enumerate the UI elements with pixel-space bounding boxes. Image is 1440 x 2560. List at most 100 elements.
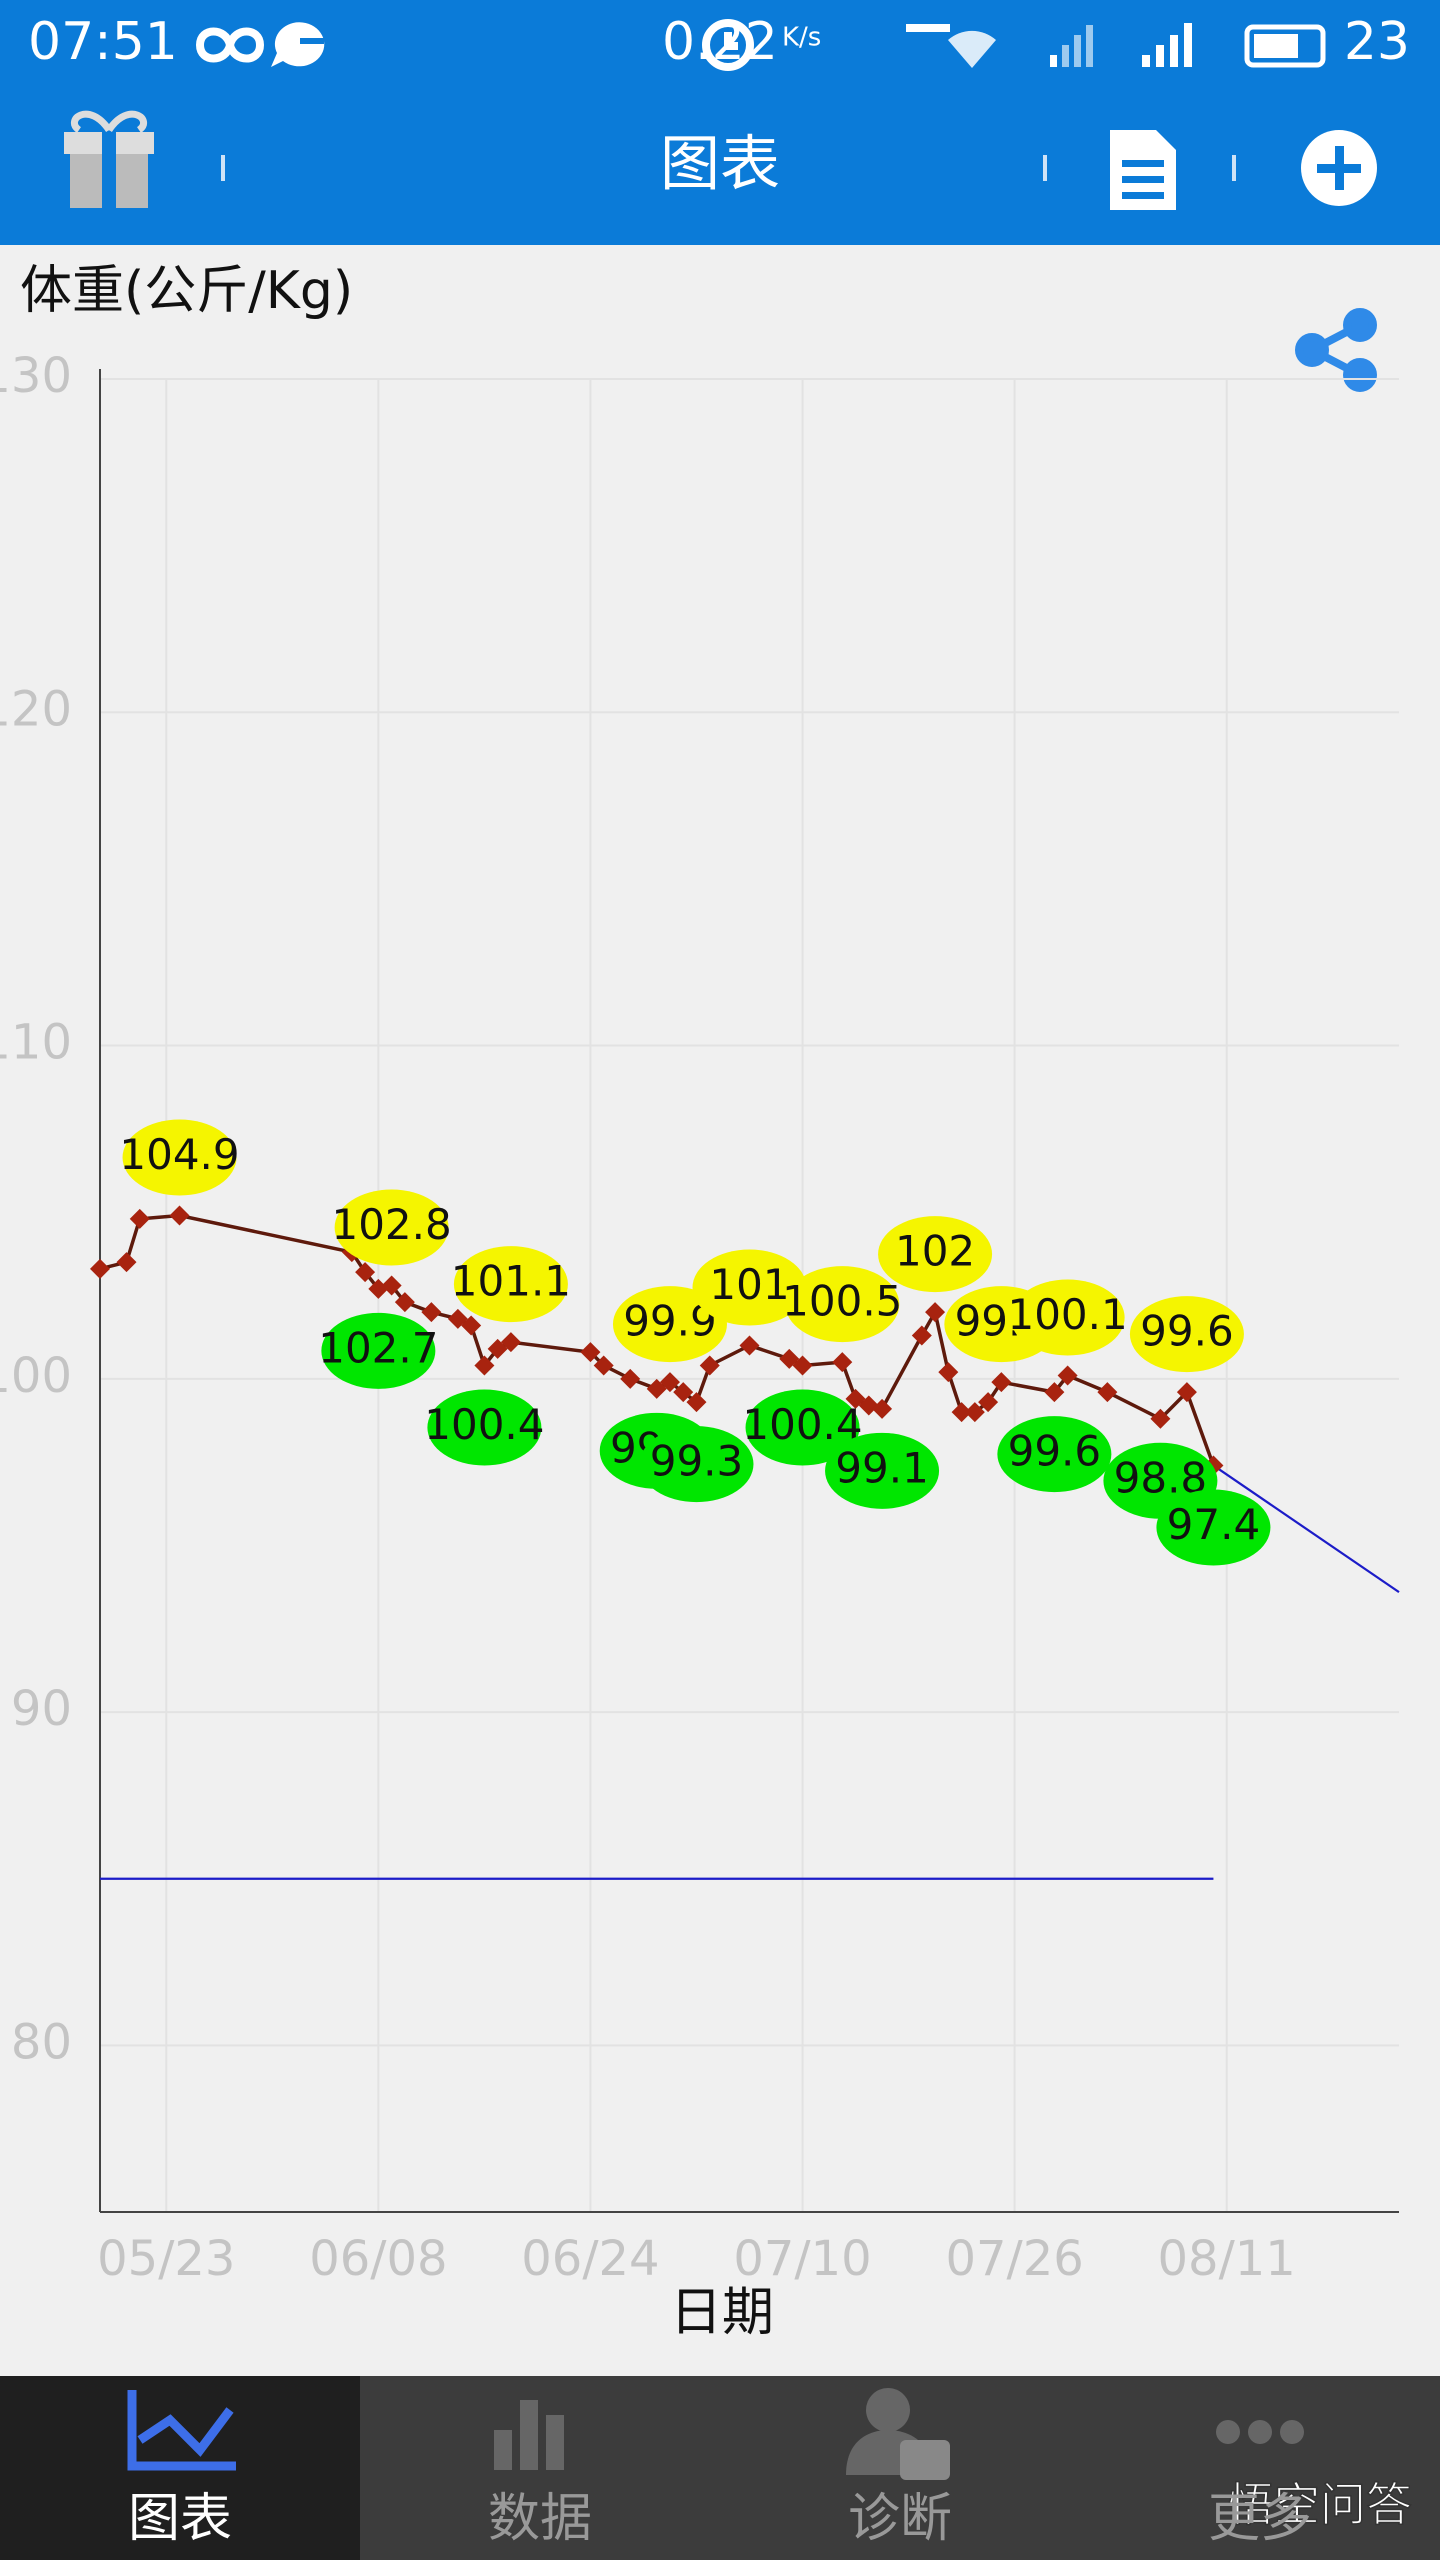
tab-label[interactable]: 图表 <box>128 2489 232 2549</box>
data-label: 102.8 <box>331 1200 451 1249</box>
add-button[interactable] <box>1301 130 1377 206</box>
data-label: 97.4 <box>1167 1500 1261 1549</box>
data-label: 101 <box>709 1260 789 1309</box>
share-button[interactable] <box>1295 308 1377 392</box>
tab-icon-data <box>494 2400 564 2470</box>
separator <box>1043 155 1047 181</box>
data-point <box>620 1368 641 1389</box>
data-point <box>699 1355 720 1376</box>
status-time: 07:51 <box>28 12 178 72</box>
data-point <box>394 1292 415 1313</box>
data-label: 100.5 <box>782 1277 902 1326</box>
data-point <box>474 1355 495 1376</box>
data-label: 102.7 <box>318 1323 438 1372</box>
y-axis-title: 体重(公斤/Kg) <box>20 261 353 321</box>
data-point <box>978 1392 999 1413</box>
battery-icon <box>1244 24 1326 68</box>
data-point <box>832 1352 853 1373</box>
data-point <box>1150 1408 1171 1429</box>
label-bubble <box>639 1426 754 1503</box>
data-point <box>129 1208 150 1229</box>
y-tick-label: 110 <box>0 1015 72 1071</box>
data-point <box>951 1402 972 1423</box>
data-point <box>938 1362 959 1383</box>
data-label: 99.1 <box>835 1443 929 1492</box>
separator <box>1232 155 1236 181</box>
data-point <box>792 1355 813 1376</box>
data-point <box>911 1325 932 1346</box>
data-label: 100.1 <box>1007 1290 1127 1339</box>
data-point <box>991 1372 1012 1393</box>
y-tick-label: 90 <box>11 1681 72 1737</box>
data-point <box>381 1275 402 1296</box>
y-tick-label: 130 <box>0 348 72 404</box>
label-bubble <box>692 1249 807 1326</box>
y-tick-label: 100 <box>0 1348 72 1404</box>
label-bubble <box>453 1246 568 1323</box>
series-line <box>1212 1464 1400 1594</box>
label-bubble <box>878 1216 993 1293</box>
label-bubble <box>122 1119 237 1196</box>
data-label: 104.9 <box>119 1130 239 1179</box>
status-icons <box>195 23 956 71</box>
chat-icon <box>271 22 325 67</box>
document-button[interactable] <box>1110 130 1176 210</box>
x-tick-label: 06/08 <box>309 2231 447 2287</box>
x-tick-label: 08/11 <box>1158 2231 1296 2287</box>
data-point <box>421 1302 442 1323</box>
data-point <box>1176 1382 1197 1403</box>
label-bubble <box>997 1416 1112 1493</box>
data-point <box>659 1372 680 1393</box>
label-bubble <box>1156 1489 1271 1566</box>
wifi-icon <box>948 30 996 69</box>
signal-icons <box>1050 23 1192 67</box>
tab-icon-more <box>1216 2420 1304 2444</box>
data-label: 99.6 <box>1008 1427 1102 1476</box>
x-tick-label: 06/24 <box>521 2231 659 2287</box>
data-point <box>461 1315 482 1336</box>
tab-icon-chart <box>127 2390 236 2471</box>
data-point <box>872 1398 893 1419</box>
gift-button[interactable] <box>64 110 154 208</box>
data-point <box>739 1335 760 1356</box>
data-label: 99.3 <box>650 1437 744 1486</box>
data-point <box>580 1342 601 1363</box>
x-tick-label: 05/23 <box>97 2231 235 2287</box>
label-bubble <box>1010 1279 1125 1356</box>
y-tick-label: 80 <box>11 2014 72 2070</box>
data-point <box>1057 1365 1078 1386</box>
data-point <box>673 1382 694 1403</box>
data-point <box>1097 1382 1118 1403</box>
x-tick-label: 07/26 <box>945 2231 1083 2287</box>
data-point <box>593 1355 614 1376</box>
data-point <box>116 1252 137 1273</box>
data-point <box>355 1262 376 1283</box>
battery-level <box>1254 34 1298 58</box>
data-point <box>90 1258 110 1279</box>
label-bubble <box>1129 1296 1244 1373</box>
x-axis-title: 日期 <box>670 2283 774 2343</box>
label-bubble <box>825 1432 940 1509</box>
tab-label[interactable]: 诊断 <box>848 2489 952 2549</box>
status-speed-unit: K/s <box>782 23 821 53</box>
data-point <box>169 1205 190 1226</box>
data-point <box>500 1332 521 1353</box>
label-bubble <box>321 1312 436 1389</box>
label-bubble <box>334 1189 449 1266</box>
data-label: 100.4 <box>424 1400 544 1449</box>
tab-label[interactable]: 更多 <box>1208 2489 1312 2549</box>
label-bubble <box>745 1389 860 1466</box>
data-point <box>925 1302 946 1323</box>
data-label: 100.4 <box>742 1400 862 1449</box>
data-label: 99.6 <box>1140 1307 1234 1356</box>
y-tick-label: 120 <box>0 681 72 737</box>
data-label: 101.1 <box>451 1257 571 1306</box>
tab-label[interactable]: 数据 <box>488 2489 592 2549</box>
label-bubble <box>427 1389 542 1466</box>
header-bg <box>0 0 1440 245</box>
data-point <box>1044 1382 1065 1403</box>
status-speed: 0.22 <box>662 12 778 72</box>
tab-icon-diagnose <box>846 2388 950 2480</box>
watermark: 悟空问答 <box>1228 2478 1412 2532</box>
